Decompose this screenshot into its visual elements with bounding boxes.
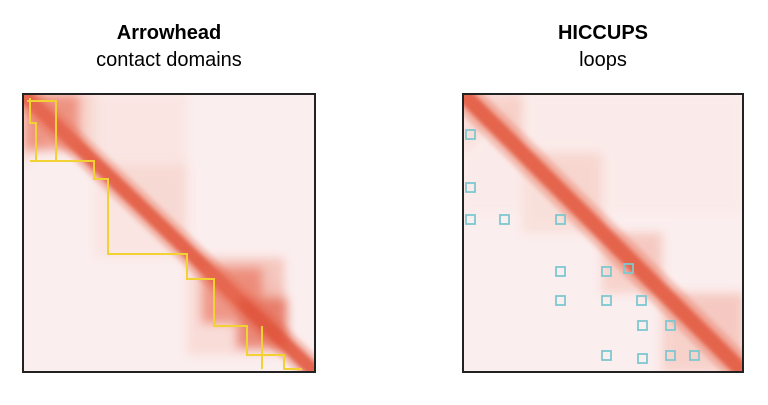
loop-marker: [601, 266, 612, 277]
map-frame: [22, 93, 316, 373]
arrowhead-subtitle: contact domains: [96, 49, 242, 71]
loop-marker: [601, 295, 612, 306]
loop-marker: [665, 350, 676, 361]
loop-marker: [499, 214, 510, 225]
loop-marker: [555, 214, 566, 225]
map-frame: [462, 93, 744, 373]
arrowhead-contact-map: [22, 93, 316, 373]
loop-marker: [665, 320, 676, 331]
loop-marker: [465, 214, 476, 225]
loop-marker: [601, 350, 612, 361]
loop-marker: [689, 350, 700, 361]
arrowhead-title-block: Arrowhead contact domains: [22, 20, 316, 74]
hiccups-title-block: HICCUPS loops: [462, 20, 744, 74]
loop-markers: [465, 129, 700, 364]
loop-marker: [555, 295, 566, 306]
hiccups-subtitle: loops: [579, 49, 627, 71]
hiccups-contact-map: [462, 93, 744, 373]
loop-marker: [623, 263, 634, 274]
loop-marker: [465, 182, 476, 193]
loop-marker: [555, 266, 566, 277]
loop-marker: [637, 353, 648, 364]
loop-marker: [636, 295, 647, 306]
arrowhead-title: Arrowhead: [116, 22, 222, 44]
loop-marker: [637, 320, 648, 331]
loop-marker: [465, 129, 476, 140]
domain-boundaries: [27, 98, 302, 370]
hiccups-title: HICCUPS: [557, 22, 648, 44]
